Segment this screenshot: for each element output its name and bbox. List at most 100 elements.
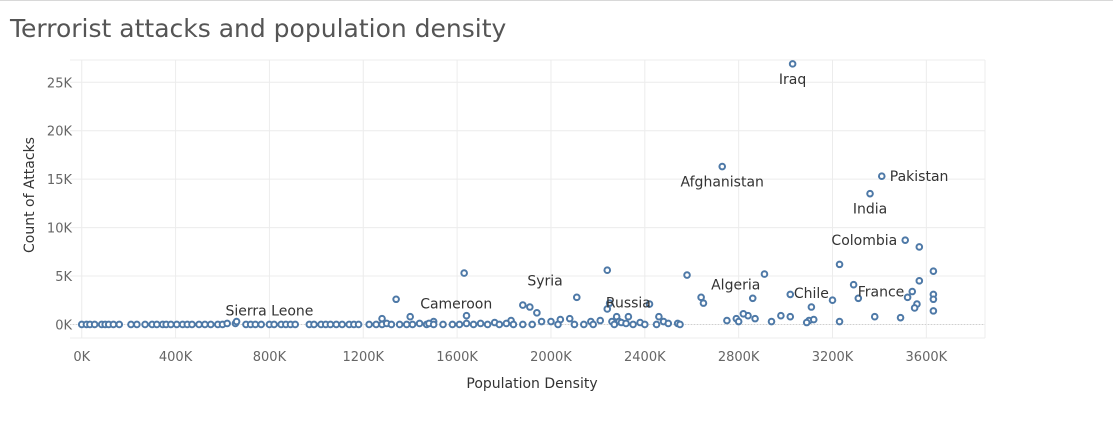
data-point <box>683 271 691 279</box>
gridlines <box>70 59 986 339</box>
y-tick-label: 10K <box>47 222 73 237</box>
point-annotations: Iraq Afghanistan Pakistan India Colombia Syri… <box>225 72 948 320</box>
data-point <box>589 320 597 329</box>
data-point <box>718 162 727 171</box>
x-tick-label: 3200K <box>812 350 854 365</box>
data-point <box>133 320 141 329</box>
data-point <box>372 320 380 329</box>
data-point <box>645 300 654 308</box>
annotation-label: Iraq <box>779 72 806 88</box>
data-point <box>734 317 743 326</box>
data-point <box>408 320 417 329</box>
data-point <box>903 293 912 302</box>
data-point <box>448 320 457 329</box>
data-point <box>554 320 562 329</box>
data-point <box>877 172 886 181</box>
data-point <box>786 312 795 321</box>
data-point <box>655 312 663 321</box>
y-tick-label: 5K <box>55 270 72 285</box>
data-point <box>603 266 612 274</box>
data-point <box>664 319 673 328</box>
annotation-label: Sierra Leone <box>225 303 313 319</box>
annotation-label: Algeria <box>711 277 760 293</box>
data-point <box>676 320 684 329</box>
data-point <box>365 320 373 329</box>
data-point <box>495 320 504 329</box>
x-tick-label: 2800K <box>718 350 760 365</box>
data-point <box>835 260 844 269</box>
data-point <box>605 299 614 307</box>
data-point <box>483 320 492 329</box>
y-tick-label: 20K <box>47 125 73 140</box>
data-point <box>641 320 649 329</box>
annotation-label: Syria <box>527 273 562 289</box>
data-point <box>201 320 209 329</box>
data-point <box>270 320 278 329</box>
data-point <box>723 316 731 325</box>
data-point <box>188 320 196 329</box>
data-point <box>610 320 619 329</box>
y-tick-label: 15K <box>47 173 73 188</box>
data-point <box>849 280 858 289</box>
data-point <box>519 320 527 329</box>
top-divider <box>0 0 1113 1</box>
annotation-label: Chile <box>794 286 829 302</box>
annotation-label: Cameroon <box>420 297 492 313</box>
data-point <box>257 320 266 329</box>
x-tick-label: 400K <box>159 350 193 365</box>
data-point <box>835 317 844 326</box>
data-point <box>537 317 546 326</box>
annotation-label: Colombia <box>831 233 897 249</box>
data-point <box>854 294 863 303</box>
data-point <box>115 320 124 329</box>
data-point <box>90 320 99 329</box>
data-point <box>915 277 924 285</box>
data-point <box>699 299 708 307</box>
data-point <box>127 320 135 329</box>
data-point <box>153 320 161 329</box>
data-point <box>326 320 335 329</box>
data-point <box>469 320 478 329</box>
axis-ticks: 0K 400K 800K 1200K 1600K 2000K 2400K 2800K 3200K… <box>47 76 948 365</box>
data-point <box>195 320 203 329</box>
y-tick-label: 25K <box>47 76 73 91</box>
data-point <box>596 316 605 325</box>
data-point <box>141 320 149 329</box>
data-point <box>896 313 905 322</box>
data-point <box>767 317 776 326</box>
data-point <box>570 320 579 329</box>
data-point <box>455 320 464 329</box>
x-tick-label: 2000K <box>530 350 572 365</box>
data-point <box>629 320 637 329</box>
data-point <box>502 319 511 328</box>
data-point <box>809 315 818 324</box>
data-point <box>622 319 630 328</box>
chart-title: Terrorist attacks and population density <box>10 14 507 43</box>
data-point <box>760 270 769 278</box>
data-point <box>402 320 411 329</box>
data-point <box>748 294 757 303</box>
data-point <box>109 320 118 329</box>
x-tick-label: 1200K <box>342 350 384 365</box>
data-point <box>565 314 574 323</box>
data-point <box>206 320 215 329</box>
data-point <box>751 314 759 323</box>
data-point <box>580 320 588 329</box>
annotation-label: Russia <box>606 296 651 312</box>
data-point <box>291 320 300 329</box>
data-point <box>828 296 837 305</box>
y-axis-label: Count of Attacks <box>22 137 38 253</box>
data-point <box>526 303 534 311</box>
data-point <box>603 305 612 313</box>
data-point <box>807 303 816 311</box>
data-point <box>462 319 471 328</box>
annotation-label: India <box>853 202 887 218</box>
y-tick-label: 0K <box>55 318 72 333</box>
data-point <box>392 295 400 304</box>
x-tick-label: 3600K <box>906 350 948 365</box>
data-point <box>387 320 396 329</box>
data-point <box>332 320 341 329</box>
data-point <box>870 312 879 321</box>
data-point <box>572 293 581 302</box>
